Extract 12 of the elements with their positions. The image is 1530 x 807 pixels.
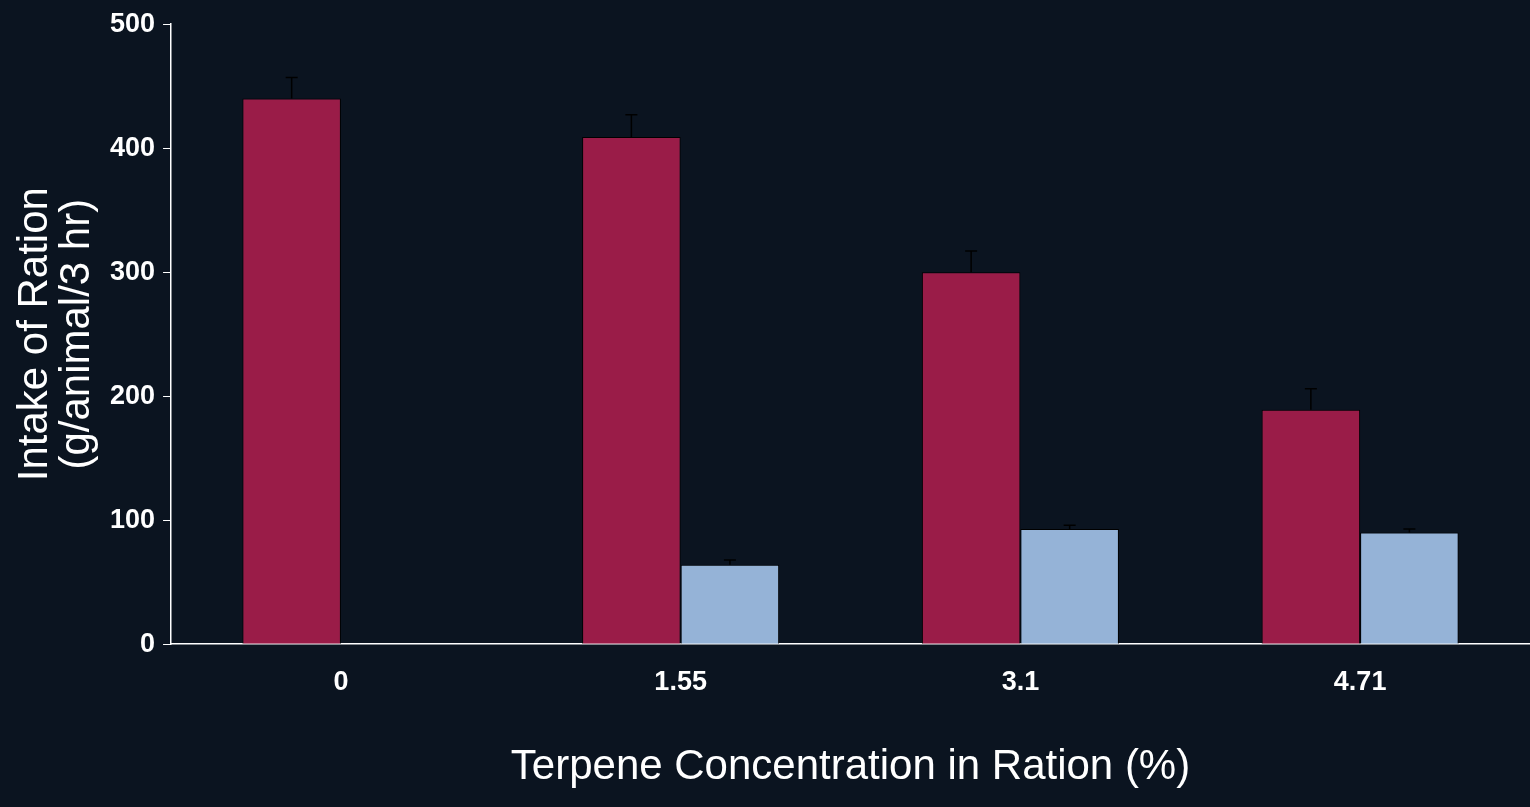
y-tick-label: 100	[109, 503, 156, 534]
y-tick-label: 500	[109, 7, 156, 38]
x-axis-title: Terpene Concentration in Ration (%)	[510, 741, 1191, 789]
x-tick-label: 1.55	[654, 665, 707, 696]
y-axis-title: Intake of Ration (g/animal/3 hr)	[8, 187, 98, 482]
y-tick-label: 200	[109, 379, 156, 410]
y-tick-label: 0	[140, 627, 156, 658]
y-tick-label: 300	[109, 255, 156, 286]
x-tick-label: 0	[333, 665, 349, 696]
x-tick-label: 4.71	[1333, 665, 1387, 696]
x-tick-label: 3.1	[1001, 665, 1040, 696]
y-tick-label: 400	[109, 131, 156, 162]
